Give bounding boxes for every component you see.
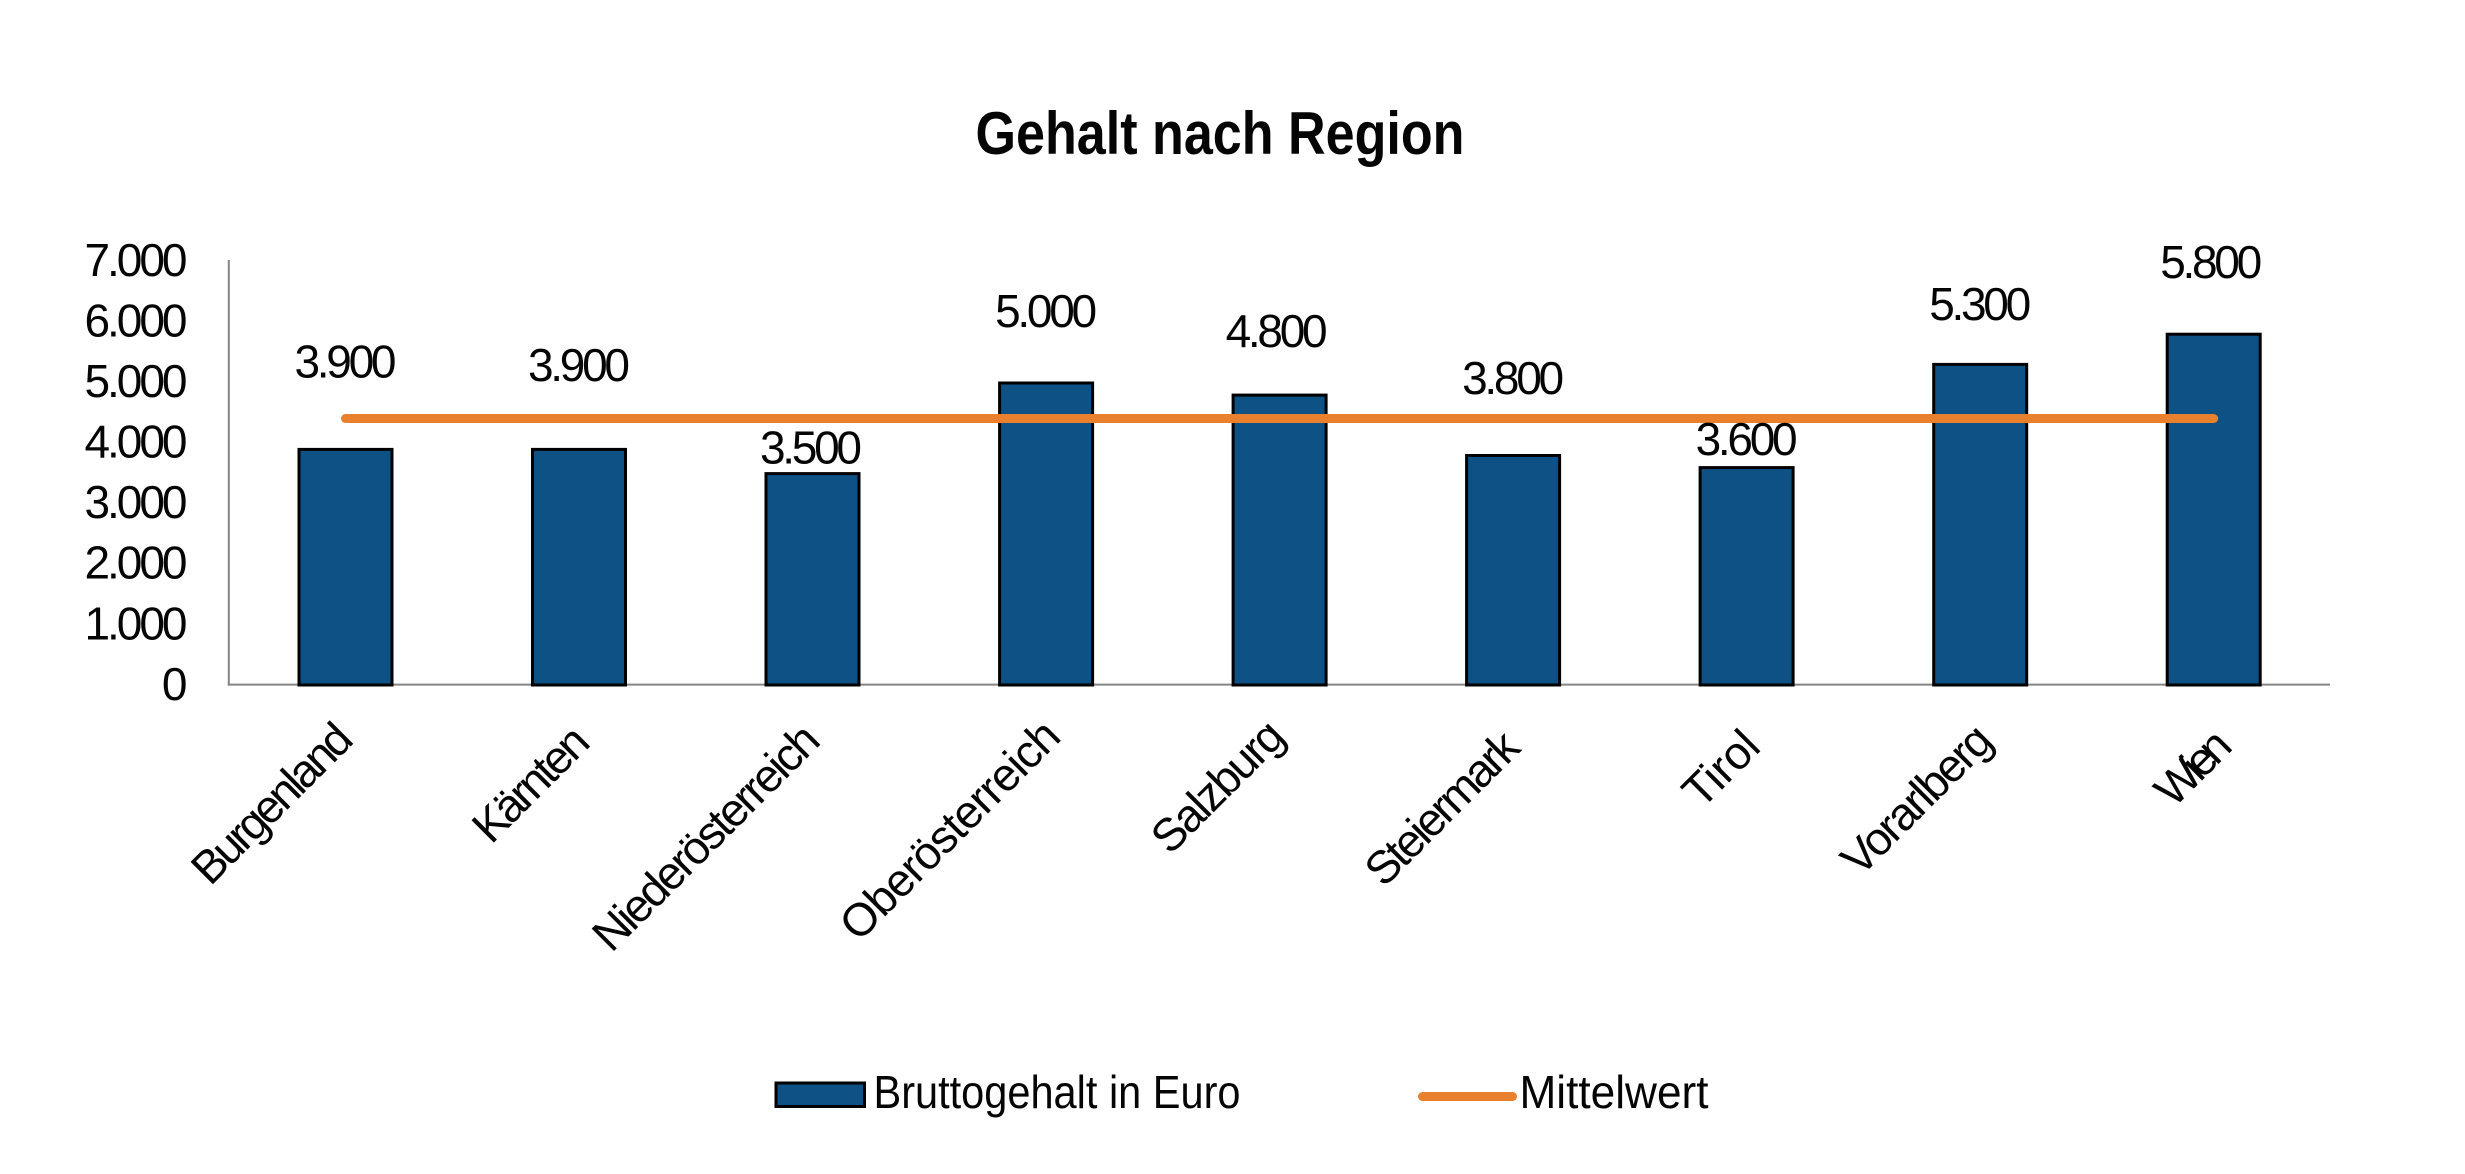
svg-text:Bruttogehalt in Euro: Bruttogehalt in Euro — [874, 1066, 1241, 1118]
svg-text:3.600: 3.600 — [1696, 413, 1798, 465]
svg-text:5.800: 5.800 — [2160, 236, 2262, 288]
svg-text:5.000: 5.000 — [85, 355, 188, 407]
svg-text:3.000: 3.000 — [85, 476, 188, 528]
svg-text:3.900: 3.900 — [295, 336, 397, 388]
svg-text:3.500: 3.500 — [760, 422, 862, 474]
svg-text:Gehalt nach Region: Gehalt nach Region — [976, 100, 1465, 167]
svg-text:5.300: 5.300 — [1929, 278, 2031, 330]
svg-text:0: 0 — [162, 658, 188, 710]
svg-text:Mittelwert: Mittelwert — [1520, 1066, 1709, 1118]
svg-text:3.800: 3.800 — [1462, 352, 1564, 404]
svg-text:4.000: 4.000 — [85, 416, 188, 468]
svg-text:7.000: 7.000 — [85, 234, 188, 286]
svg-text:6.000: 6.000 — [85, 295, 188, 347]
svg-text:5.000: 5.000 — [995, 285, 1097, 337]
svg-text:1.000: 1.000 — [85, 597, 188, 649]
svg-text:3.900: 3.900 — [528, 339, 630, 391]
svg-text:4.800: 4.800 — [1226, 305, 1328, 357]
svg-text:2.000: 2.000 — [85, 537, 188, 589]
